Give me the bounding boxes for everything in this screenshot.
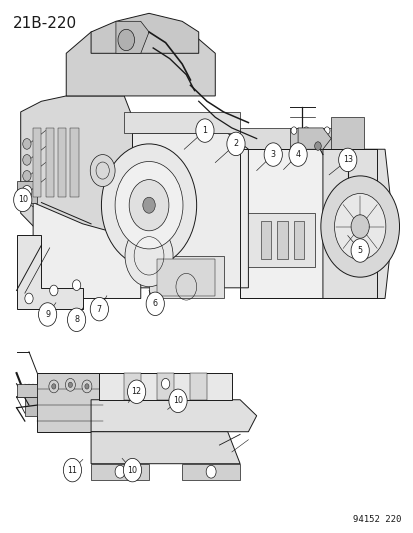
Polygon shape: [277, 221, 287, 259]
Polygon shape: [124, 133, 248, 288]
Circle shape: [14, 188, 32, 212]
Polygon shape: [17, 181, 37, 203]
Polygon shape: [116, 21, 149, 53]
Circle shape: [118, 29, 134, 51]
Circle shape: [263, 143, 282, 166]
Text: 7: 7: [97, 305, 102, 313]
Circle shape: [129, 180, 169, 231]
Polygon shape: [157, 373, 173, 400]
Polygon shape: [157, 259, 215, 296]
Circle shape: [320, 176, 399, 277]
Polygon shape: [91, 464, 149, 480]
Text: 9: 9: [45, 310, 50, 319]
Circle shape: [85, 384, 89, 389]
Text: 3: 3: [270, 150, 275, 159]
Polygon shape: [33, 203, 140, 298]
Circle shape: [161, 378, 169, 389]
Circle shape: [90, 297, 108, 321]
Text: 10: 10: [18, 196, 28, 204]
Polygon shape: [99, 373, 231, 400]
Circle shape: [72, 280, 81, 290]
Polygon shape: [182, 464, 240, 480]
Circle shape: [65, 378, 75, 391]
Circle shape: [146, 292, 164, 316]
Circle shape: [49, 380, 59, 393]
Text: 1: 1: [202, 126, 207, 135]
Polygon shape: [124, 112, 240, 133]
Circle shape: [22, 185, 32, 198]
Text: 4: 4: [295, 150, 300, 159]
Polygon shape: [293, 221, 304, 259]
Circle shape: [195, 119, 214, 142]
Text: 11: 11: [67, 466, 77, 474]
Circle shape: [38, 303, 57, 326]
Circle shape: [288, 143, 306, 166]
Circle shape: [25, 293, 33, 304]
Polygon shape: [91, 432, 240, 464]
Circle shape: [115, 465, 125, 478]
Polygon shape: [260, 221, 271, 259]
Polygon shape: [17, 384, 37, 397]
Circle shape: [67, 308, 85, 332]
Circle shape: [23, 171, 31, 181]
Circle shape: [350, 215, 368, 238]
Polygon shape: [66, 27, 215, 96]
Circle shape: [23, 139, 31, 149]
Text: 21B-220: 21B-220: [12, 16, 76, 31]
Circle shape: [323, 127, 329, 134]
Circle shape: [334, 193, 385, 260]
Polygon shape: [17, 235, 83, 309]
Polygon shape: [289, 128, 339, 149]
Circle shape: [127, 380, 145, 403]
Text: 10: 10: [173, 397, 183, 405]
Text: 10: 10: [127, 466, 137, 474]
Circle shape: [338, 148, 356, 172]
Circle shape: [169, 389, 187, 413]
Circle shape: [226, 132, 244, 156]
Circle shape: [50, 285, 58, 296]
Text: 12: 12: [131, 387, 141, 396]
Circle shape: [52, 384, 56, 389]
Circle shape: [115, 161, 183, 249]
Polygon shape: [149, 256, 223, 298]
Circle shape: [303, 127, 309, 134]
Polygon shape: [45, 128, 54, 197]
Polygon shape: [322, 149, 392, 298]
Circle shape: [350, 239, 368, 262]
Polygon shape: [21, 96, 132, 245]
Polygon shape: [91, 400, 256, 432]
Circle shape: [142, 197, 155, 213]
Polygon shape: [240, 149, 376, 298]
Text: 6: 6: [152, 300, 157, 308]
Text: 8: 8: [74, 316, 79, 324]
Circle shape: [82, 380, 92, 393]
Circle shape: [68, 382, 72, 387]
Circle shape: [290, 127, 296, 134]
Text: 5: 5: [357, 246, 362, 255]
Circle shape: [314, 142, 320, 150]
Polygon shape: [248, 213, 314, 266]
Circle shape: [90, 155, 115, 187]
Text: 2: 2: [233, 140, 238, 148]
Circle shape: [101, 144, 196, 266]
Polygon shape: [124, 373, 140, 400]
Polygon shape: [25, 384, 37, 416]
Polygon shape: [190, 373, 206, 400]
Polygon shape: [70, 128, 78, 197]
Polygon shape: [297, 128, 330, 149]
Circle shape: [125, 225, 173, 287]
Polygon shape: [33, 128, 41, 197]
Circle shape: [63, 458, 81, 482]
Polygon shape: [240, 128, 297, 149]
Text: 94152 220: 94152 220: [352, 515, 401, 524]
Circle shape: [23, 155, 31, 165]
Polygon shape: [58, 128, 66, 197]
Polygon shape: [91, 13, 198, 53]
Circle shape: [123, 458, 141, 482]
Polygon shape: [330, 117, 363, 149]
Polygon shape: [37, 373, 103, 432]
Text: 13: 13: [342, 156, 352, 164]
Circle shape: [206, 465, 216, 478]
